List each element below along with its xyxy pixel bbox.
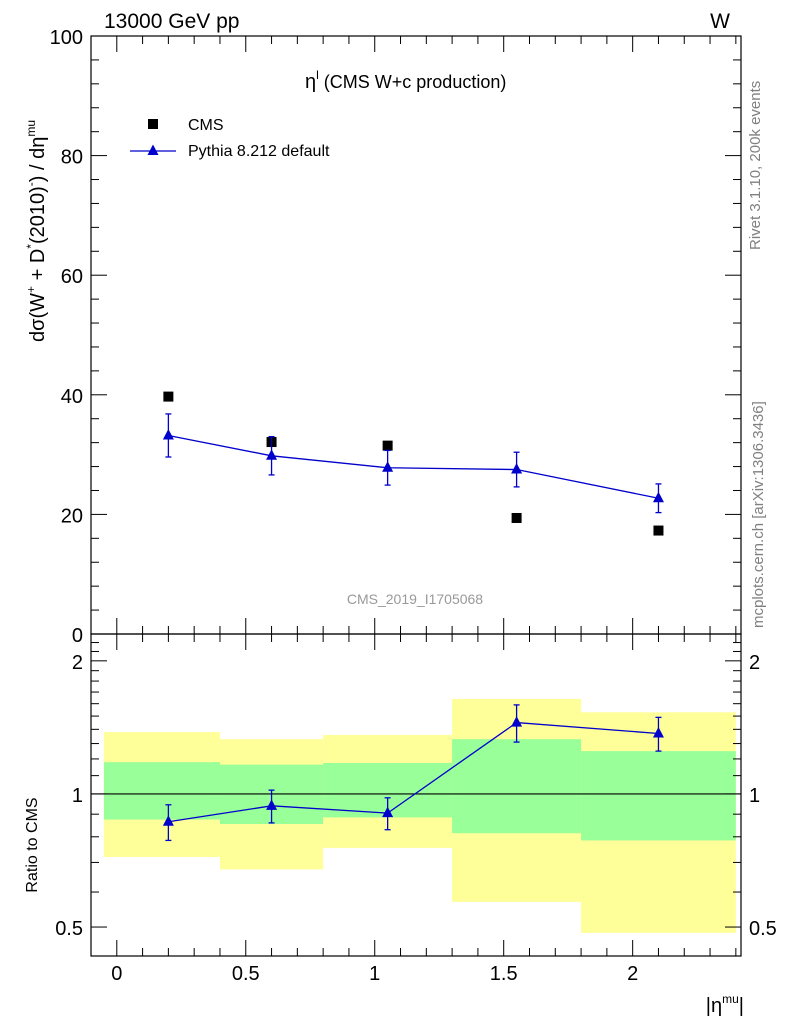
x-tick-label: 2: [627, 963, 638, 985]
ratio-frame: [90, 633, 742, 957]
rivet-version-label: Rivet 3.1.10, 200k events: [747, 81, 764, 250]
y-axis-label: dσ(W+ + D*(2010)-) / dηmu: [24, 120, 49, 342]
cms-data-point: [163, 391, 174, 402]
x-axis-label: |ηmu|: [706, 992, 744, 1017]
x-tick-label: 1: [369, 963, 380, 985]
main-axis-ticks: 20 40 60 80 100 0: [50, 27, 741, 956]
plot-title-symbol: η: [305, 71, 316, 93]
main-y-zero-label: 0: [72, 625, 83, 647]
legend: CMS Pythia 8.212 default: [130, 117, 330, 160]
pythia-data-point: [266, 449, 278, 460]
pythia-line: [168, 434, 659, 499]
plot-title-text: (CMS W+c production): [319, 72, 507, 92]
x-axis-label-main: |η: [706, 995, 722, 1017]
main-y-tick-label: 40: [61, 386, 83, 408]
ratio-y-tick-label: 1: [72, 785, 83, 807]
ratio-y-tick-label-right: 1: [749, 785, 760, 807]
legend-cms-label: CMS: [188, 117, 224, 134]
ratio-y-tick-label-right: 0.5: [749, 918, 777, 940]
pythia-data-point: [382, 461, 394, 472]
main-y-tick-label: 100: [50, 27, 83, 49]
main-y-tick-label: 80: [61, 147, 83, 169]
cms-data-point: [382, 440, 393, 451]
ratio-pythia-point: [511, 716, 523, 727]
legend-cms-marker: [148, 119, 158, 129]
ratio-pythia-point: [652, 726, 664, 738]
ratio-pythia-point: [382, 806, 394, 818]
main-y-tick-label: 20: [61, 505, 83, 527]
ratio-y-tick-label: 0.5: [55, 918, 83, 940]
main-y-tick-label: 60: [61, 266, 83, 288]
plot-title: ηl (CMS W+c production): [305, 68, 506, 93]
ratio-y-tick-label-right: 2: [749, 652, 760, 674]
legend-pythia-marker: [147, 144, 159, 155]
pythia-data-point: [162, 428, 174, 440]
ratio-y-axis-label: Ratio to CMS: [24, 797, 41, 892]
pythia-data-point: [652, 491, 664, 503]
x-tick-label: 0.5: [232, 963, 260, 985]
plot-title-superscript: l: [316, 68, 319, 82]
pythia-data-point: [511, 463, 523, 474]
x-axis-label-end: |: [739, 995, 744, 1017]
ratio-series: [162, 704, 664, 842]
ratio-y-tick-label: 2: [72, 652, 83, 674]
cms-data-point: [653, 525, 664, 536]
main-series: [162, 391, 664, 536]
ratio-pythia-point: [266, 799, 278, 810]
ratio-axis-ticks: 0 0.5 1 1.5 2 0.5 0.5 1 1 2 2: [55, 642, 777, 985]
ratio-green-band: [581, 751, 736, 841]
ratio-pythia-point: [162, 815, 174, 826]
x-tick-label: 1.5: [490, 963, 518, 985]
ratio-uncertainty-bands: [91, 698, 741, 933]
mcplots-label: mcplots.cern.ch [arXiv:1306.3436]: [750, 401, 767, 628]
header-energy-label: 13000 GeV pp: [104, 10, 239, 33]
ratio-green-band: [103, 762, 220, 820]
x-axis-label-superscript: mu: [722, 992, 739, 1006]
x-tick-label: 0: [111, 963, 122, 985]
analysis-id-label: CMS_2019_I1705068: [347, 591, 483, 607]
ratio-green-band: [452, 739, 582, 834]
cms-data-point: [511, 512, 522, 523]
header-process-label: W: [710, 10, 730, 33]
legend-pythia-label: Pythia 8.212 default: [188, 143, 330, 160]
